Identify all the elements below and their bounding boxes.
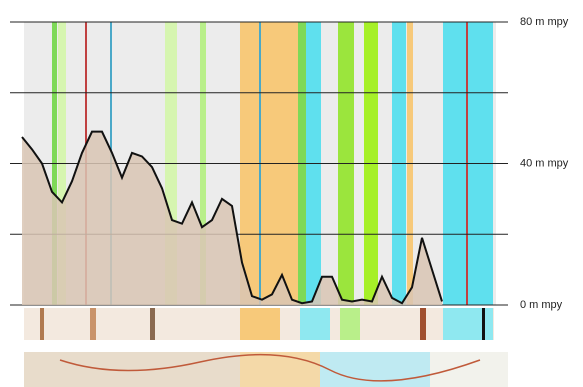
y-tick-label: 80 m mpy (520, 16, 569, 28)
y-tick-label: 40 m mpy (520, 157, 569, 169)
page: {"chart_data": {"type": "area", "values"… (0, 0, 583, 387)
y-tick-label: 0 m mpy (520, 299, 563, 311)
map-strip (24, 352, 508, 387)
chart: 0 m mpy 40 m mpy 80 m mpy (0, 0, 583, 387)
barcode-strip (24, 308, 494, 340)
